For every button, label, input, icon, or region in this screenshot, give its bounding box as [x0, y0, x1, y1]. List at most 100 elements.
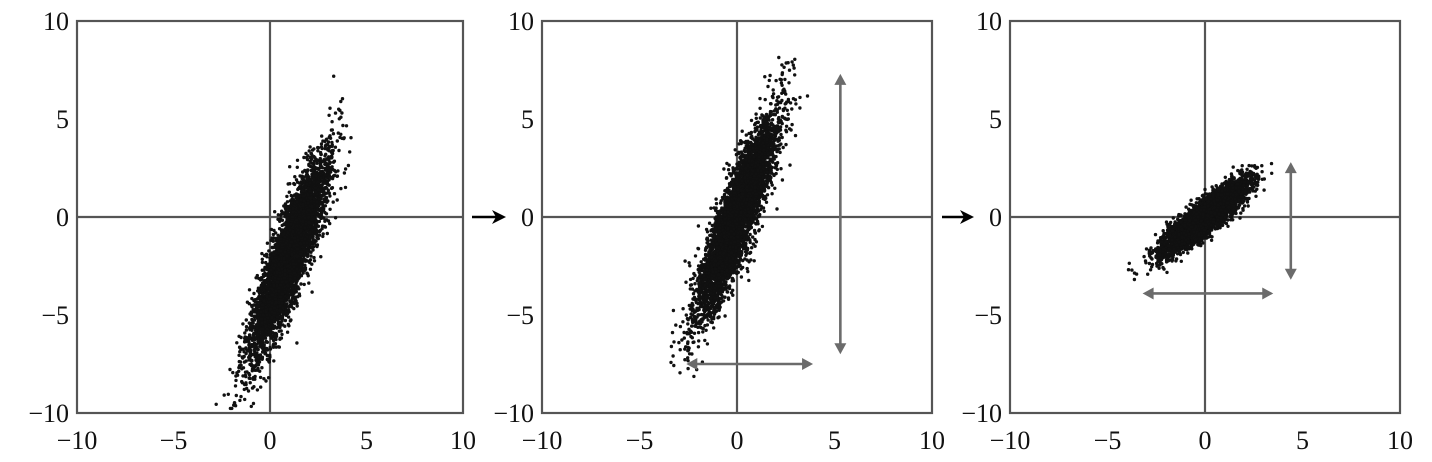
scatter-point: [290, 305, 294, 309]
scatter-point: [293, 279, 297, 283]
scatter-point: [310, 153, 314, 158]
scatter-point: [244, 382, 248, 387]
scatter-point: [265, 294, 269, 299]
scatter-point: [291, 286, 295, 290]
scatter-point: [307, 163, 311, 168]
scatter-point: [308, 159, 312, 163]
scatter-point: [252, 385, 256, 389]
scatter-point: [247, 288, 252, 292]
scatter-point: [232, 401, 237, 405]
scatter-point: [244, 328, 249, 332]
scatter-point: [317, 229, 322, 233]
scatter-point: [252, 344, 257, 349]
scatter-point: [309, 254, 313, 258]
scatter-point: [288, 277, 293, 282]
scatter-point: [269, 328, 273, 332]
scatter-point: [274, 289, 278, 293]
scatter-point: [308, 230, 312, 235]
scatter-point: [287, 190, 291, 194]
scatter-point: [265, 267, 269, 272]
scatter-point: [337, 107, 341, 111]
scatter-point: [239, 394, 243, 399]
scatter-point: [319, 255, 323, 259]
scatter-point: [235, 371, 239, 375]
scatter-point: [255, 353, 259, 357]
scatter-point: [295, 200, 299, 204]
scatter-point: [311, 216, 316, 221]
scatter-point: [290, 252, 294, 257]
scatter-point: [305, 249, 309, 253]
scatter-point: [258, 296, 263, 300]
scatter-point: [271, 331, 275, 335]
scatter-point: [234, 393, 238, 398]
scatter-point: [326, 166, 330, 170]
scatter-point: [285, 194, 289, 199]
scatter-point: [302, 199, 306, 203]
scatter-point: [328, 221, 332, 226]
scatter-point: [273, 342, 278, 346]
scatter-point: [230, 406, 234, 411]
scatter-point: [268, 353, 272, 357]
scatter-point: [260, 366, 264, 370]
scatter-point: [313, 224, 318, 228]
scatter-point: [247, 373, 252, 377]
scatter-point: [278, 337, 282, 341]
scatter-point: [255, 273, 259, 278]
scatter-point: [302, 155, 306, 160]
scatter-point: [255, 333, 260, 338]
scatter-point: [283, 272, 287, 277]
scatter-point: [258, 369, 262, 373]
scatter-point: [282, 256, 286, 261]
scatter-point: [278, 237, 283, 241]
scatter-point: [260, 321, 264, 325]
scatter-point: [244, 325, 249, 329]
scatter-point: [259, 310, 263, 314]
scatter-point: [245, 386, 249, 391]
scatter-point: [280, 314, 285, 318]
scatter-point: [285, 216, 289, 221]
scatter-point: [291, 206, 295, 211]
scatter-point: [301, 209, 306, 214]
scatter-point: [288, 228, 292, 232]
scatter-point: [259, 335, 263, 340]
scatter-point: [240, 367, 244, 371]
scatter-point: [231, 370, 235, 375]
scatter-point: [264, 280, 268, 285]
scatter-point: [328, 207, 332, 211]
scatter-point: [292, 265, 296, 269]
scatter-point: [286, 264, 290, 268]
scatter-point: [283, 250, 287, 254]
scatter-point: [270, 236, 274, 240]
scatter-point: [295, 218, 299, 222]
scatter-point: [335, 139, 339, 143]
scatter-point: [266, 376, 271, 380]
scatter-point: [308, 187, 313, 191]
scatter-point: [316, 187, 321, 192]
scatter-point: [260, 260, 265, 265]
scatter-point: [238, 360, 243, 364]
scatter-point: [328, 106, 332, 110]
scatter-point: [292, 301, 297, 306]
scatter-point: [255, 326, 259, 330]
scatter-point: [259, 385, 263, 389]
scatter-point: [282, 222, 286, 226]
scatter-point: [282, 276, 287, 280]
scatter-point: [214, 402, 218, 406]
scatter-point: [275, 283, 279, 288]
scatter-point: [286, 311, 290, 316]
scatter-point: [250, 303, 254, 308]
scatter-point: [250, 338, 254, 342]
scatter-point: [261, 313, 265, 317]
scatter-point: [321, 232, 325, 236]
scatter-point: [303, 168, 307, 173]
scatter-point: [247, 354, 252, 358]
scatter-point: [324, 212, 329, 216]
scatter-point: [260, 317, 264, 321]
scatter-point: [283, 235, 287, 239]
scatter-point: [343, 167, 348, 171]
scatter-point: [295, 243, 300, 247]
scatter-point: [278, 283, 283, 287]
scatter-point: [262, 288, 266, 292]
scatter-point: [304, 151, 308, 156]
